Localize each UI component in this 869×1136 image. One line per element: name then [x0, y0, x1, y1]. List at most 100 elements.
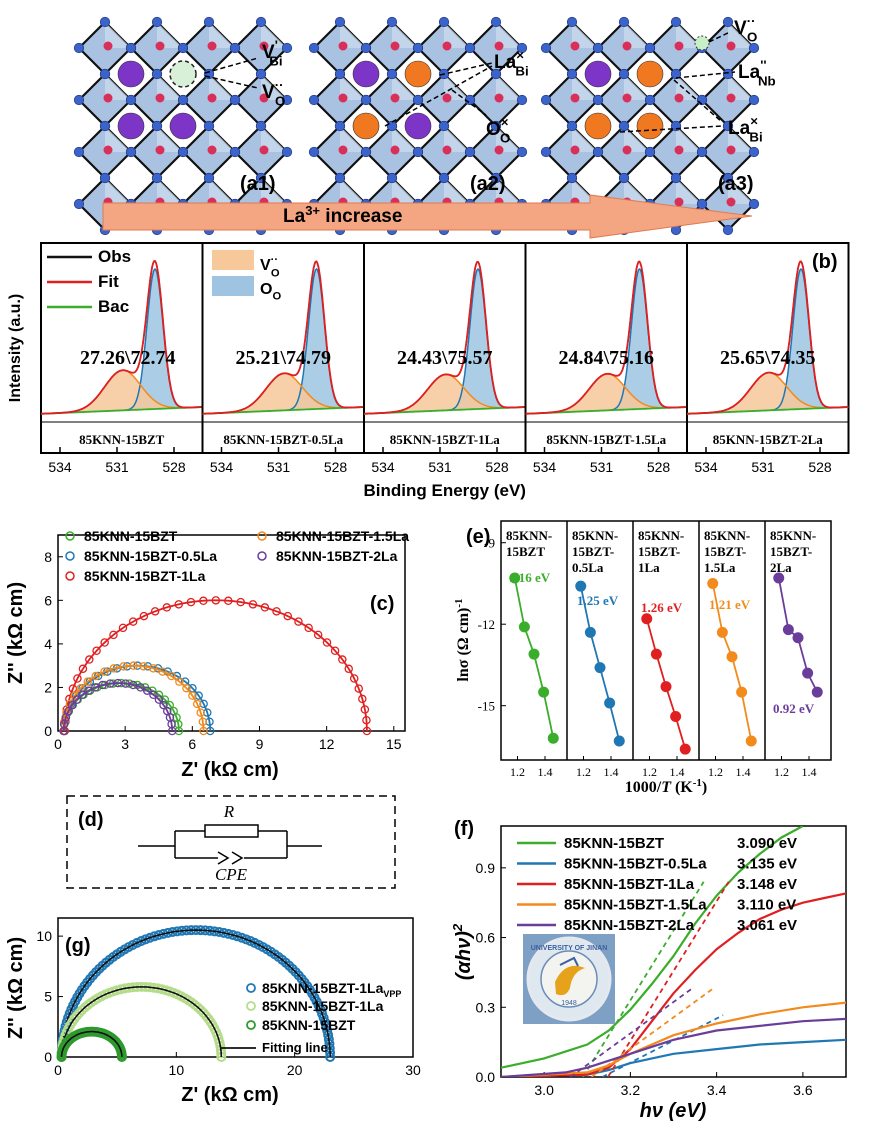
oxygen-atom [281, 42, 293, 54]
leader-line [204, 57, 259, 74]
la-cation [404, 60, 432, 88]
label-la-bi: La× Bi [494, 47, 529, 78]
data-point [338, 655, 347, 664]
octahedron-facet [624, 178, 650, 204]
xps-tick-label: 534 [533, 459, 557, 475]
sample-label: 15BZT- [638, 544, 680, 559]
oxygen-atom [73, 94, 85, 106]
oxygen-atom [177, 42, 189, 54]
cpe-element [217, 851, 244, 865]
b-site-cation [622, 145, 632, 155]
octahedron-facet [624, 22, 650, 48]
vo-legend-swatch [212, 250, 254, 270]
b-site-cation [155, 93, 165, 103]
panel-label-a2: (a2) [470, 173, 506, 195]
y-tick-label: 0 [44, 1049, 52, 1065]
oxygen-vacancy-marker [694, 35, 710, 51]
plot-frame [57, 917, 414, 1058]
data-point [362, 726, 372, 736]
data-point [362, 715, 371, 725]
bandgap-value: 3.110 eV [737, 897, 796, 914]
oxygen-atom [566, 16, 578, 28]
xps-y-axis-title: Intensity (a.u.) [7, 294, 24, 402]
absorption-curve [501, 1001, 846, 1077]
oxygen-atom [670, 16, 682, 28]
octahedron-facet [496, 178, 522, 204]
leader-line [204, 75, 259, 89]
oxygen-atom [696, 146, 708, 158]
data-point [679, 743, 691, 755]
legend-marker [65, 551, 75, 561]
oxygen-atom [618, 16, 630, 28]
fitting-line [60, 1030, 123, 1058]
sample-label: 85KNN- [572, 528, 618, 543]
la-cation [584, 112, 612, 140]
x-tick-label: 1.2 [708, 765, 723, 779]
vo-peak-area [364, 374, 526, 414]
oo-peak-area [202, 269, 364, 414]
b-site-cation [207, 41, 217, 51]
data-point [330, 646, 340, 655]
xps-legend-label: Bac [98, 297, 129, 316]
sample-label: 15BZT [506, 544, 545, 559]
octahedron-facet [496, 74, 522, 100]
x-tick-label: 1.4 [802, 765, 817, 779]
oxygen-atom [748, 42, 760, 54]
oxygen-atom [360, 42, 372, 54]
arrow-label: La3+ increase [283, 203, 402, 227]
data-point [575, 580, 587, 592]
data-point [139, 662, 148, 671]
xps-tick-label: 534 [210, 459, 234, 475]
oxygen-atom [644, 42, 656, 54]
logo-year: 1948 [561, 1000, 577, 1007]
legend-marker [246, 1001, 256, 1011]
y-tick-label: 8 [44, 549, 52, 565]
x-tick-label: 3 [121, 736, 129, 752]
bandgap-value: 3.090 eV [737, 835, 797, 852]
data-point [149, 690, 158, 700]
x-tick-label: 3.0 [534, 1082, 554, 1098]
x-tick-label: 6 [188, 736, 196, 752]
b-site-cation [390, 41, 400, 51]
oxygen-atom [696, 198, 708, 210]
data-point [78, 664, 88, 674]
octahedron-facet [157, 22, 183, 48]
data-point [118, 623, 128, 633]
data-point [360, 705, 370, 714]
octahedron-facet [392, 126, 418, 152]
oxygen-atom [540, 94, 552, 106]
data-point [154, 690, 164, 700]
xps-sample-label: 85KNN-15BZT-1La [390, 432, 501, 447]
oxygen-atom [670, 68, 682, 80]
octahedron-facet [261, 22, 287, 48]
oxygen-atom [334, 120, 346, 132]
bi-cation [117, 60, 145, 88]
data-point [194, 691, 203, 700]
data-point [358, 694, 367, 704]
oxygen-atom [592, 94, 604, 106]
octahedron-facet [105, 126, 131, 152]
fit-curve [63, 664, 212, 732]
data-point [260, 603, 270, 612]
data-point [128, 617, 138, 626]
octahedron-facet [444, 126, 470, 152]
activation-energy-label: 1.21 eV [709, 597, 751, 612]
octahedron-facet [105, 22, 131, 48]
data-point [153, 930, 164, 941]
oxygen-atom [73, 198, 85, 210]
octahedron-facet [624, 74, 650, 100]
x-tick-label: 1.4 [538, 765, 553, 779]
activation-energy-label: 1.16 eV [509, 570, 551, 585]
data-point [745, 735, 757, 747]
oxygen-atom [644, 146, 656, 158]
octahedron-facet [392, 22, 418, 48]
data-point [162, 603, 172, 612]
y-tick-label: 6 [44, 592, 52, 608]
b-site-cation [494, 145, 504, 155]
data-point [73, 674, 82, 683]
data-point [294, 617, 303, 626]
data-point [232, 931, 243, 942]
university-logo: UNIVERSITY OF JINAN 1948 [523, 934, 615, 1024]
data-point [158, 928, 169, 939]
bandgap-value: 3.135 eV [737, 856, 797, 873]
